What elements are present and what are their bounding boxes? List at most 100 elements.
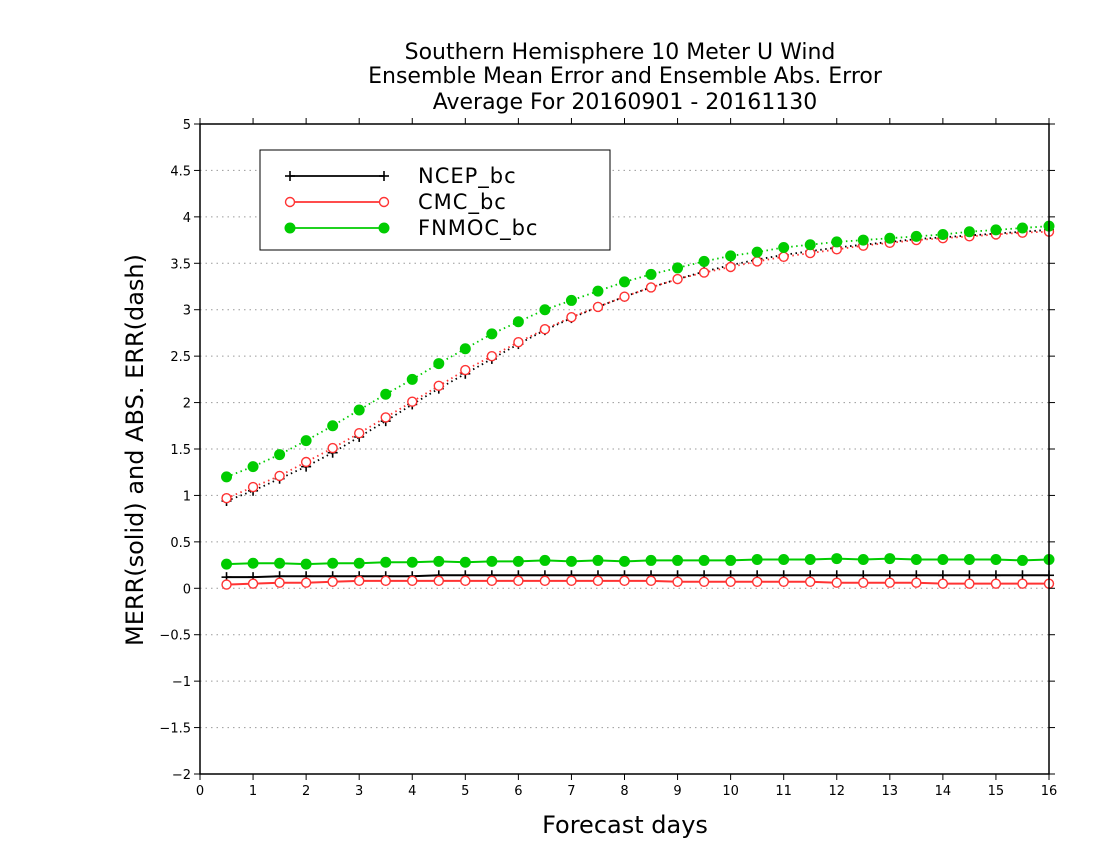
data-point [645,282,657,293]
data-point [698,267,710,278]
data-point [300,435,312,447]
data-point [804,554,816,565]
series-markers-ncep-bc-abs-err [221,224,1054,506]
data-point [247,578,259,589]
data-point [513,337,524,348]
data-point [884,553,896,565]
data-point [725,576,736,587]
data-point [539,324,551,335]
y-tick-label: −2 [172,768,191,783]
data-point [380,556,392,568]
data-point [698,255,710,267]
series-markers-fnmoc-bc-merr [221,553,1055,570]
data-point [831,236,843,248]
series-markers-cmc-bc-merr [221,575,1055,590]
y-tick-label: 2 [183,397,191,412]
y-tick-label: 1 [183,489,191,504]
data-point [778,242,790,253]
legend-marker-ncep-bc-start [285,171,295,181]
data-point [512,316,524,328]
data-point [725,554,737,566]
data-point [247,461,259,473]
y-tick-label: 3.5 [170,257,191,272]
data-point [698,554,710,566]
data-point [778,251,789,262]
y-tick-label: 0 [183,582,191,597]
data-point [327,420,339,432]
data-point [566,311,577,323]
y-tick-label: 2.5 [170,350,191,365]
data-point [751,576,763,587]
legend-marker-ncep-bc-end [379,171,389,181]
y-axis-title: MERR(solid) and ABS. ERR(dash) [121,254,149,646]
chart-title: Southern Hemisphere 10 Meter U Wind Ense… [368,40,883,115]
x-tick-label: 14 [935,784,952,799]
gridlines [200,169,1049,729]
data-point [963,226,975,238]
series-markers-cmc-bc-abs-err [221,226,1055,504]
data-point [459,343,471,355]
legend-label-cmc: CMC_bc [418,190,507,215]
data-point [327,557,339,569]
data-point [911,577,922,588]
data-point [645,575,657,587]
title-line-2: Ensemble Mean Error and Ensemble Abs. Er… [368,64,883,89]
data-point [831,553,843,565]
x-tick-label: 12 [828,784,845,799]
data-point [300,558,312,570]
data-point [751,554,763,565]
series-line-cmc-bc-merr [226,579,1049,586]
data-point [539,304,551,316]
data-point [592,285,604,297]
data-point [964,578,975,589]
x-tick-label: 7 [567,784,575,799]
data-point [884,232,896,244]
data-point [221,493,232,504]
data-point [857,554,869,565]
x-tick-label: 0 [196,784,204,799]
data-point [937,229,949,240]
y-tick-label: 5 [183,118,191,133]
data-point [990,578,1002,589]
data-point [619,575,630,587]
data-point [353,575,365,587]
data-point [274,557,286,569]
x-tick-label: 6 [514,784,522,799]
legend-samples [284,171,390,234]
data-point [539,554,551,566]
y-tick-label: −1 [172,675,191,690]
series-line-ncep-bc-abs-err [226,229,1050,502]
legend-marker-cmc-bc-start [284,196,296,208]
data-point [937,578,949,589]
data-point [619,555,630,567]
y-tick-label: −0.5 [159,629,191,644]
x-tick-label: 3 [355,784,363,799]
data-point [857,234,869,246]
data-point [433,575,444,587]
data-point [884,577,896,588]
data-point [433,358,445,370]
data-point [990,224,1002,236]
data-point [751,256,763,267]
x-tick-label: 8 [620,784,628,799]
data-point [274,470,285,482]
data-point [672,576,683,587]
data-point [1016,554,1028,566]
legend-label-ncep: NCEP_bc [418,164,517,189]
data-point [910,554,922,565]
data-point [725,250,737,262]
plot-area [221,220,1055,590]
legend-marker-cmc-bc-end [378,196,390,208]
data-point [592,554,604,566]
data-point [751,246,763,258]
data-point [698,576,710,587]
series-line-ncep-bc-merr [226,574,1049,579]
data-point [672,554,684,566]
data-point [1016,222,1028,234]
x-tick-label: 16 [1041,784,1058,799]
data-point [990,554,1002,565]
legend-label-fnmoc: FNMOC_bc [418,216,538,241]
y-tick-label: 0.5 [170,536,191,551]
data-point [221,579,232,590]
data-point [274,449,286,461]
